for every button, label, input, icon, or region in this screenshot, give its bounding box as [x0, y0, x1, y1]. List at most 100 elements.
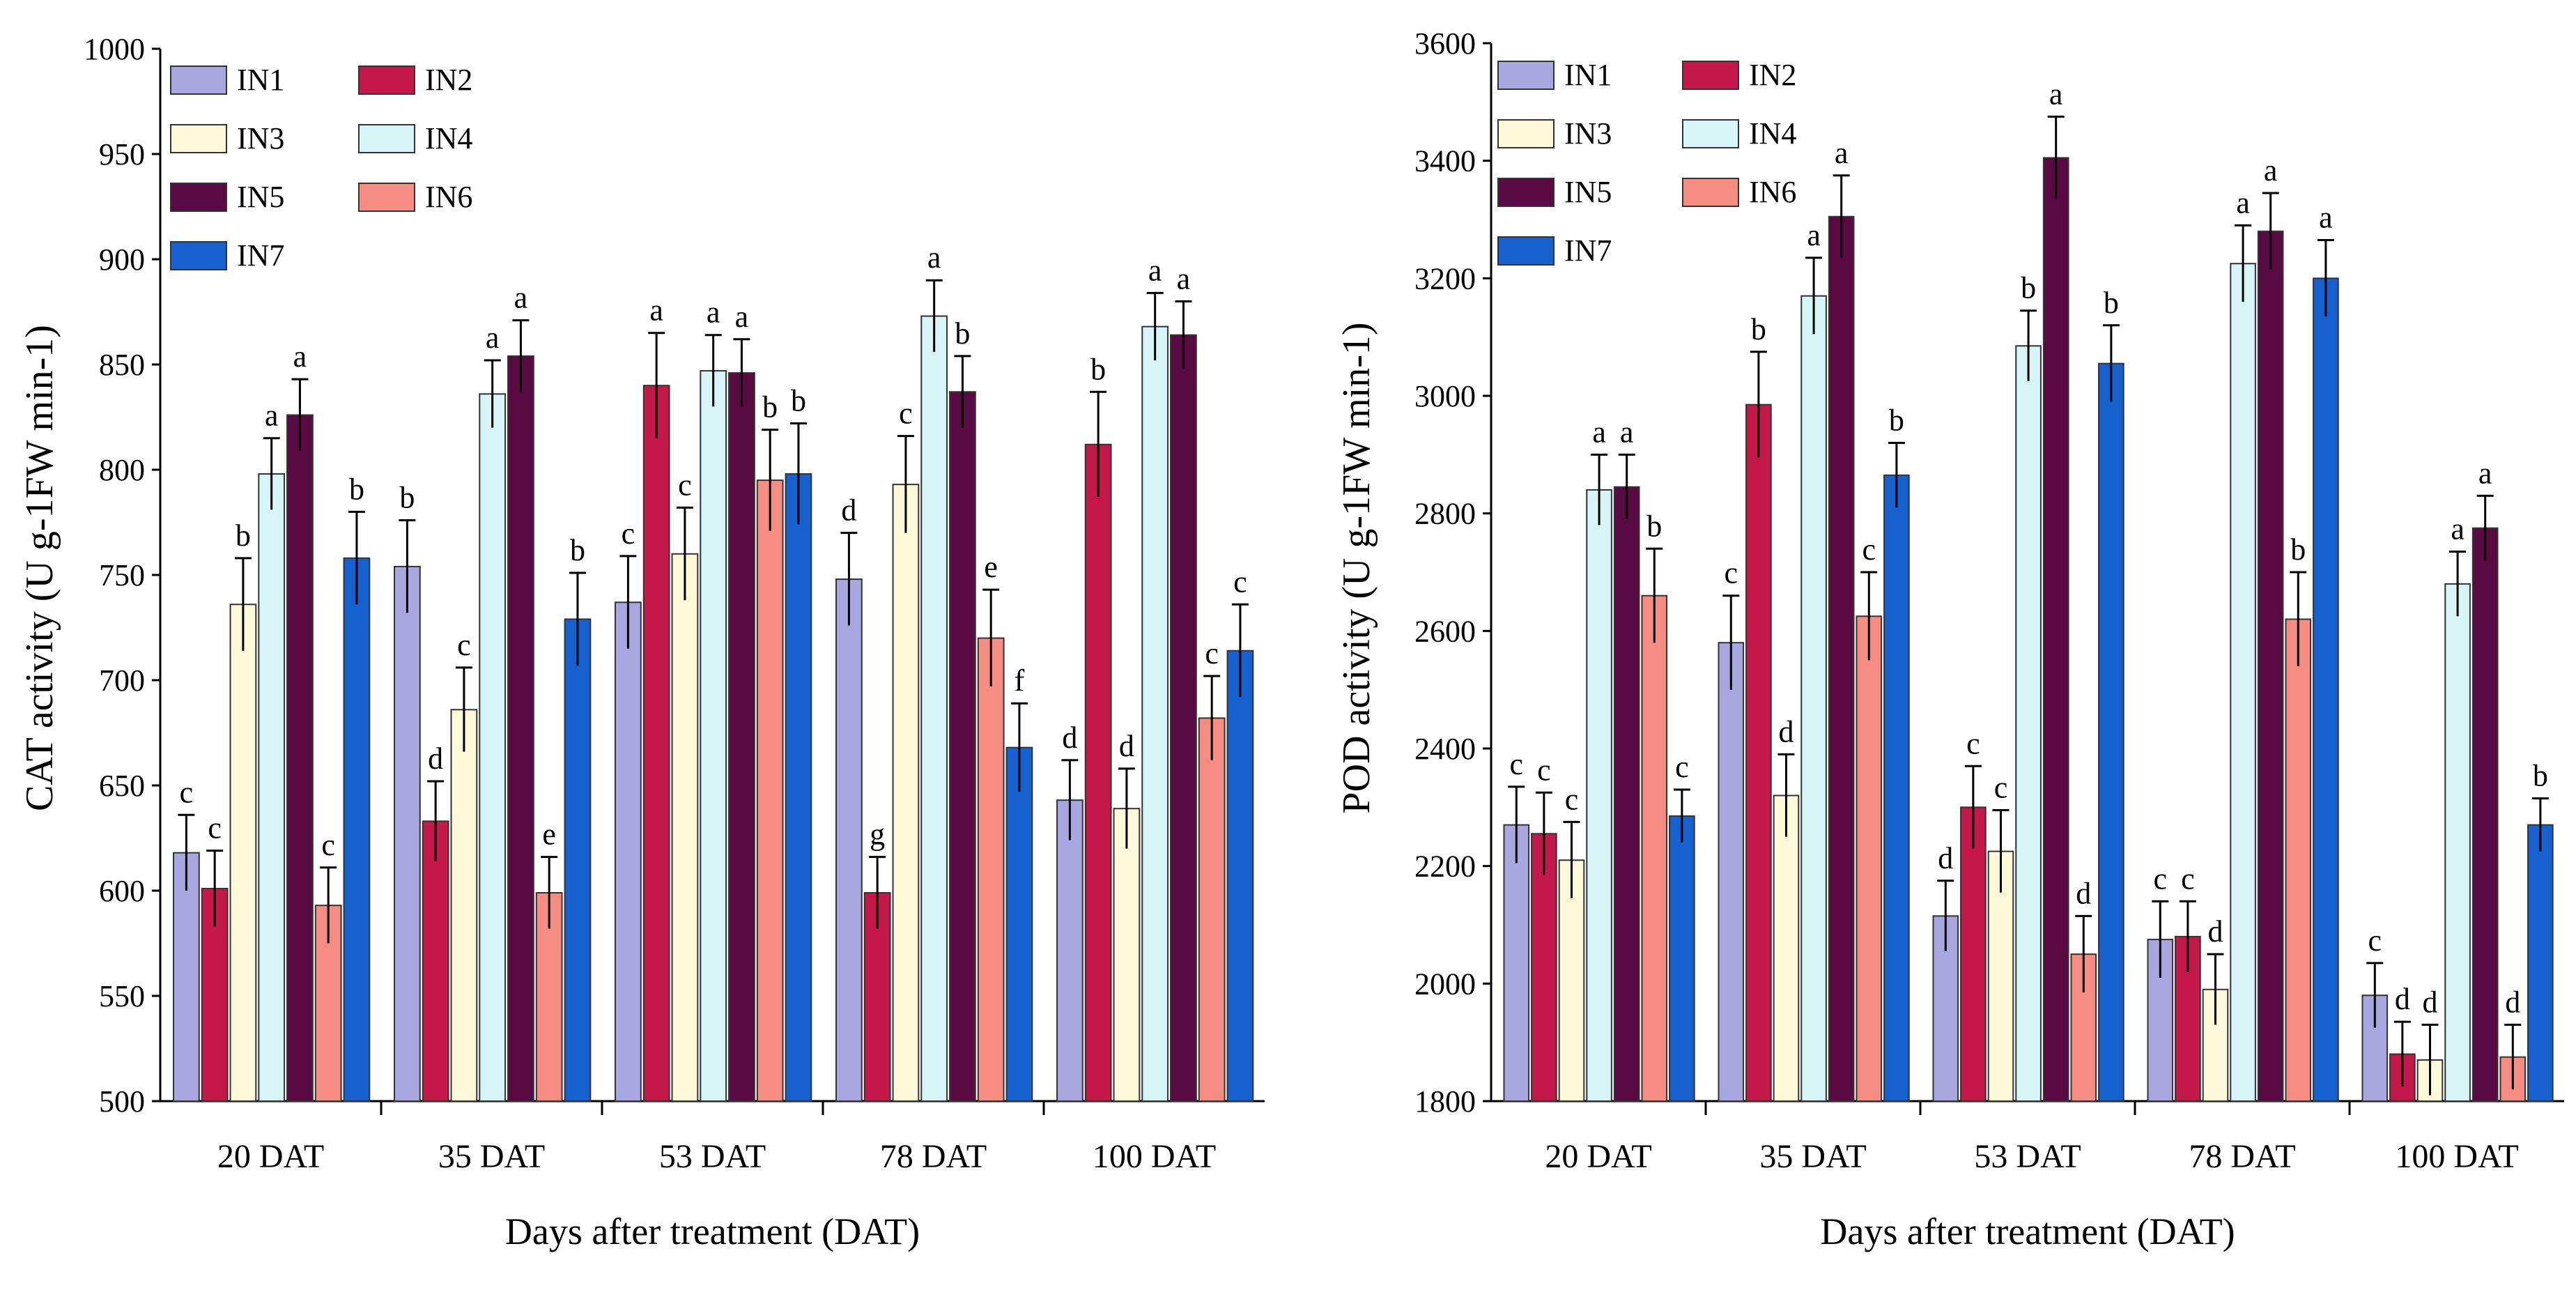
legend-swatch: [358, 66, 415, 95]
bar: [286, 414, 314, 1102]
significance-letter: b: [1090, 352, 1106, 386]
significance-letter: b: [570, 533, 585, 567]
bar: [535, 892, 563, 1103]
significance-letter: a: [1807, 218, 1821, 252]
significance-letter: c: [678, 468, 692, 502]
legend-label: IN3: [237, 121, 284, 155]
significance-letter: c: [1510, 747, 1524, 781]
bar: [564, 618, 592, 1102]
y-tick-label: 3200: [1414, 261, 1476, 295]
bar: [1669, 815, 1695, 1102]
significance-letter: b: [399, 480, 415, 514]
bar: [920, 315, 948, 1102]
pod-activity-chart: 1800 2000 2200 2400 2600 2800 3000 3200 3400 3600…: [1335, 26, 2564, 1252]
bar: [2230, 263, 2256, 1102]
significance-letter: b: [2104, 286, 2119, 320]
y-tick-label: 2200: [1414, 850, 1476, 884]
significance-letter: c: [1862, 532, 1876, 567]
y-tick-label: 900: [99, 243, 145, 277]
bar: [1005, 746, 1033, 1102]
significance-letter: e: [984, 550, 998, 584]
x-tick-label: 78 DAT: [2189, 1138, 2295, 1175]
bar: [450, 709, 478, 1102]
significance-letter: a: [1177, 261, 1191, 295]
significance-letter: c: [208, 811, 222, 845]
bar: [1856, 615, 1883, 1102]
cat-activity-chart: 500 550 600 650 700 750 800 850 900 950 1000 CAT ac…: [18, 32, 1265, 1252]
legend-label: IN3: [1564, 116, 1612, 151]
significance-letter: b: [762, 390, 778, 424]
significance-letter: b: [2021, 271, 2036, 305]
significance-letter: c: [2181, 861, 2195, 896]
legend-swatch: [1497, 119, 1555, 148]
legend-swatch: [170, 124, 227, 153]
legend-swatch: [358, 124, 415, 153]
significance-letter: c: [2368, 923, 2382, 958]
significance-letter: b: [955, 316, 970, 351]
significance-letter: c: [321, 828, 335, 862]
x-tick-label: 53 DAT: [659, 1138, 766, 1175]
bar: [2070, 953, 2097, 1102]
y-tick-label: 3000: [1414, 379, 1476, 413]
significance-letter: b: [349, 472, 364, 506]
legend-label: IN7: [237, 238, 284, 272]
bar: [1084, 443, 1112, 1102]
bar: [892, 484, 920, 1102]
legend-swatch: [1682, 61, 1739, 90]
y-tick-label: 750: [99, 558, 145, 592]
significance-letter: a: [2236, 185, 2250, 220]
significance-letter: d: [1938, 841, 1953, 875]
bar: [1226, 650, 1254, 1102]
y-tick-label: 850: [99, 348, 145, 382]
significance-letter: c: [2154, 861, 2168, 896]
bar: [977, 637, 1005, 1102]
bar: [1745, 404, 1772, 1102]
bar: [1531, 833, 1557, 1102]
y-tick-label: 1000: [84, 32, 145, 66]
significance-letter: a: [707, 295, 720, 330]
significance-letter: a: [1148, 253, 1162, 287]
bar: [2313, 277, 2339, 1102]
legend-swatch: [170, 241, 227, 270]
bar: [422, 820, 449, 1102]
legend: IN1 IN2 IN3 IN4 IN5 IN6 IN7: [1497, 58, 1796, 268]
y-tick-label: 2800: [1414, 497, 1476, 531]
bar: [2015, 345, 2042, 1103]
significance-letter: d: [841, 493, 856, 528]
bar: [2444, 583, 2471, 1102]
significance-letter: c: [1537, 753, 1551, 787]
legend-label: IN6: [425, 180, 472, 214]
significance-letter: d: [2207, 914, 2223, 949]
significance-letter: c: [1994, 771, 2008, 805]
bar: [1718, 642, 1745, 1102]
legend-swatch: [1497, 178, 1555, 207]
significance-letter: d: [1778, 714, 1794, 748]
bar: [2257, 230, 2284, 1102]
bar: [728, 372, 755, 1103]
significance-letter: c: [1565, 782, 1579, 816]
y-tick-label: 650: [99, 769, 145, 803]
significance-letter: c: [899, 397, 913, 431]
significance-letter: d: [2395, 982, 2410, 1016]
bar: [1883, 474, 1910, 1102]
significance-letter: b: [1751, 312, 1766, 346]
significance-letter: c: [1233, 565, 1247, 599]
significance-letter: a: [2264, 153, 2278, 187]
bar: [1586, 489, 1612, 1102]
significance-letter: a: [2478, 456, 2492, 490]
significance-letter: f: [1015, 663, 1025, 698]
bar: [2285, 618, 2312, 1102]
legend: IN1 IN2 IN3 IN4 IN5 IN6 IN7: [170, 63, 472, 272]
x-axis-label: Days after treatment (DAT): [505, 1211, 920, 1252]
y-tick-label: 2400: [1414, 732, 1476, 766]
y-tick-label: 550: [99, 979, 145, 1013]
bar: [785, 473, 812, 1102]
x-tick-label: 53 DAT: [1974, 1138, 2081, 1175]
legend-label: IN2: [1749, 58, 1796, 92]
significance-letter: d: [2076, 876, 2091, 910]
bar: [1170, 334, 1197, 1103]
bar: [2042, 157, 2069, 1103]
y-tick-label: 2600: [1414, 614, 1476, 648]
y-tick-label: 500: [99, 1084, 145, 1119]
x-tick-label: 78 DAT: [880, 1138, 987, 1175]
